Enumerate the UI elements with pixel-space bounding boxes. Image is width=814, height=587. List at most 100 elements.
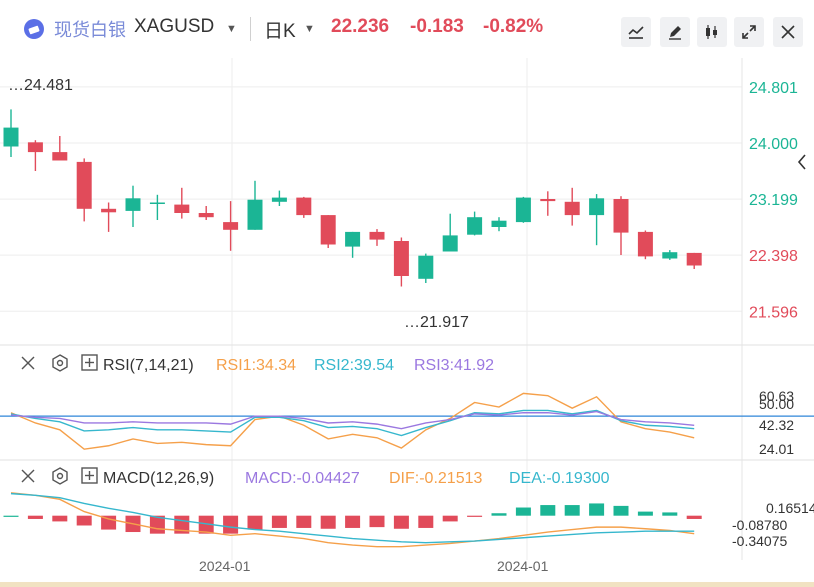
candle-body bbox=[589, 198, 605, 216]
candle-body bbox=[442, 235, 458, 252]
price-tick-label: 24.000 bbox=[749, 136, 798, 153]
candle-body bbox=[467, 217, 483, 235]
macd-bar bbox=[345, 515, 361, 528]
candle-body bbox=[540, 199, 556, 202]
macd-tick-label: -0.34075 bbox=[732, 533, 787, 549]
macd-label: MACD(12,26,9) bbox=[103, 470, 214, 487]
close-icon[interactable] bbox=[21, 469, 35, 483]
dea-line bbox=[10, 492, 695, 544]
price-change-pct: -0.82% bbox=[483, 16, 544, 37]
candle-body bbox=[271, 197, 287, 202]
macd-tick-label: -0.08780 bbox=[732, 517, 787, 533]
macd-tick-label: 0.16514 bbox=[766, 500, 814, 516]
settings-icon[interactable] bbox=[52, 354, 68, 372]
chart-type-button[interactable] bbox=[697, 17, 727, 47]
candle-body bbox=[101, 208, 117, 213]
dif-line bbox=[10, 492, 695, 548]
timeframe-select[interactable]: 日K bbox=[264, 21, 296, 42]
draw-tool-button[interactable] bbox=[660, 17, 690, 47]
rsi-tick-label: 24.01 bbox=[759, 441, 794, 457]
candle-body bbox=[686, 252, 702, 266]
scrollbar-track[interactable] bbox=[0, 582, 814, 587]
candle-body bbox=[3, 127, 19, 147]
price-tick-label: 22.398 bbox=[749, 248, 798, 265]
macd-bar bbox=[442, 515, 458, 522]
macd-bar bbox=[686, 515, 702, 519]
candle-body bbox=[125, 198, 141, 211]
macd-header: MACD(12,26,9) MACD:-0.04427 DIF:-0.21513… bbox=[21, 467, 610, 487]
macd-pane bbox=[3, 492, 702, 548]
candle-body bbox=[52, 152, 68, 161]
candle-body bbox=[223, 222, 239, 230]
candle-body bbox=[198, 213, 214, 218]
candle-body bbox=[149, 202, 165, 204]
candle-body bbox=[174, 204, 190, 213]
rsi3-value: RSI3:41.92 bbox=[414, 357, 494, 374]
candle-body bbox=[662, 252, 678, 259]
candle-body bbox=[515, 197, 531, 223]
rsi1-value: RSI1:34.34 bbox=[216, 357, 296, 374]
instrument-symbol[interactable]: XAGUSD bbox=[134, 16, 215, 37]
macd-bar bbox=[564, 505, 580, 516]
settings-icon[interactable] bbox=[52, 467, 68, 485]
macd-bar bbox=[320, 515, 336, 529]
candle-body bbox=[613, 199, 629, 233]
macd-bar bbox=[613, 505, 629, 516]
close-icon bbox=[781, 25, 795, 39]
candle-body bbox=[369, 231, 385, 240]
rsi-line-rsi2 bbox=[10, 409, 695, 437]
last-price: 22.236 bbox=[331, 16, 390, 37]
dif-value: DIF:-0.21513 bbox=[389, 470, 482, 487]
macd-bar bbox=[637, 511, 653, 516]
price-tick-label: 23.199 bbox=[749, 192, 798, 209]
add-icon[interactable] bbox=[81, 467, 98, 484]
header-divider bbox=[250, 17, 251, 41]
line-chart-button[interactable] bbox=[621, 17, 651, 47]
macd-bar bbox=[271, 515, 287, 528]
add-icon[interactable] bbox=[81, 354, 98, 371]
logo-coin-icon bbox=[24, 19, 44, 39]
candle-body bbox=[418, 255, 434, 279]
rsi-header: RSI(7,14,21) RSI1:34.34 RSI2:39.54 RSI3:… bbox=[21, 354, 494, 374]
close-chart-button[interactable] bbox=[773, 17, 803, 47]
macd-bar bbox=[296, 515, 312, 528]
time-axis-label: 2024-01 bbox=[199, 558, 251, 574]
high-annotation: …24.481 bbox=[8, 77, 73, 94]
candles bbox=[3, 109, 702, 287]
macd-bar bbox=[418, 515, 434, 528]
candle-body bbox=[27, 142, 43, 153]
candle-body bbox=[247, 199, 263, 230]
low-annotation: …21.917 bbox=[404, 314, 469, 331]
macd-bar bbox=[247, 515, 263, 530]
macd-axis: 0.16514-0.08780-0.34075 bbox=[732, 500, 814, 549]
candle-body bbox=[491, 220, 507, 227]
macd-bar bbox=[393, 515, 409, 529]
macd-bar bbox=[540, 505, 556, 516]
candles-icon bbox=[706, 25, 717, 39]
candle-body bbox=[320, 215, 336, 245]
dea-value: DEA:-0.19300 bbox=[509, 470, 610, 487]
draw-pen-icon bbox=[669, 26, 681, 40]
candle-body bbox=[564, 201, 580, 216]
macd-bar bbox=[3, 515, 19, 517]
macd-bar bbox=[27, 515, 43, 519]
macd-bar bbox=[369, 515, 385, 528]
close-icon[interactable] bbox=[21, 356, 35, 370]
dropdown-caret-icon[interactable]: ▼ bbox=[304, 23, 315, 35]
macd-value: MACD:-0.04427 bbox=[245, 470, 360, 487]
rsi-label: RSI(7,14,21) bbox=[103, 357, 194, 374]
price-axis: 24.801 24.000 23.199 22.398 21.596 bbox=[749, 80, 798, 321]
macd-bar bbox=[662, 512, 678, 516]
candle-body bbox=[637, 231, 653, 257]
price-tick-label: 21.596 bbox=[749, 304, 798, 321]
macd-bar bbox=[52, 515, 68, 522]
rsi-tick-label: 50.00 bbox=[759, 396, 794, 412]
price-tick-label: 24.801 bbox=[749, 80, 798, 97]
dropdown-caret-icon[interactable]: ▼ bbox=[226, 23, 237, 35]
collapse-arrow-icon[interactable] bbox=[797, 154, 806, 170]
fullscreen-button[interactable] bbox=[734, 17, 764, 47]
macd-bar bbox=[223, 515, 239, 534]
